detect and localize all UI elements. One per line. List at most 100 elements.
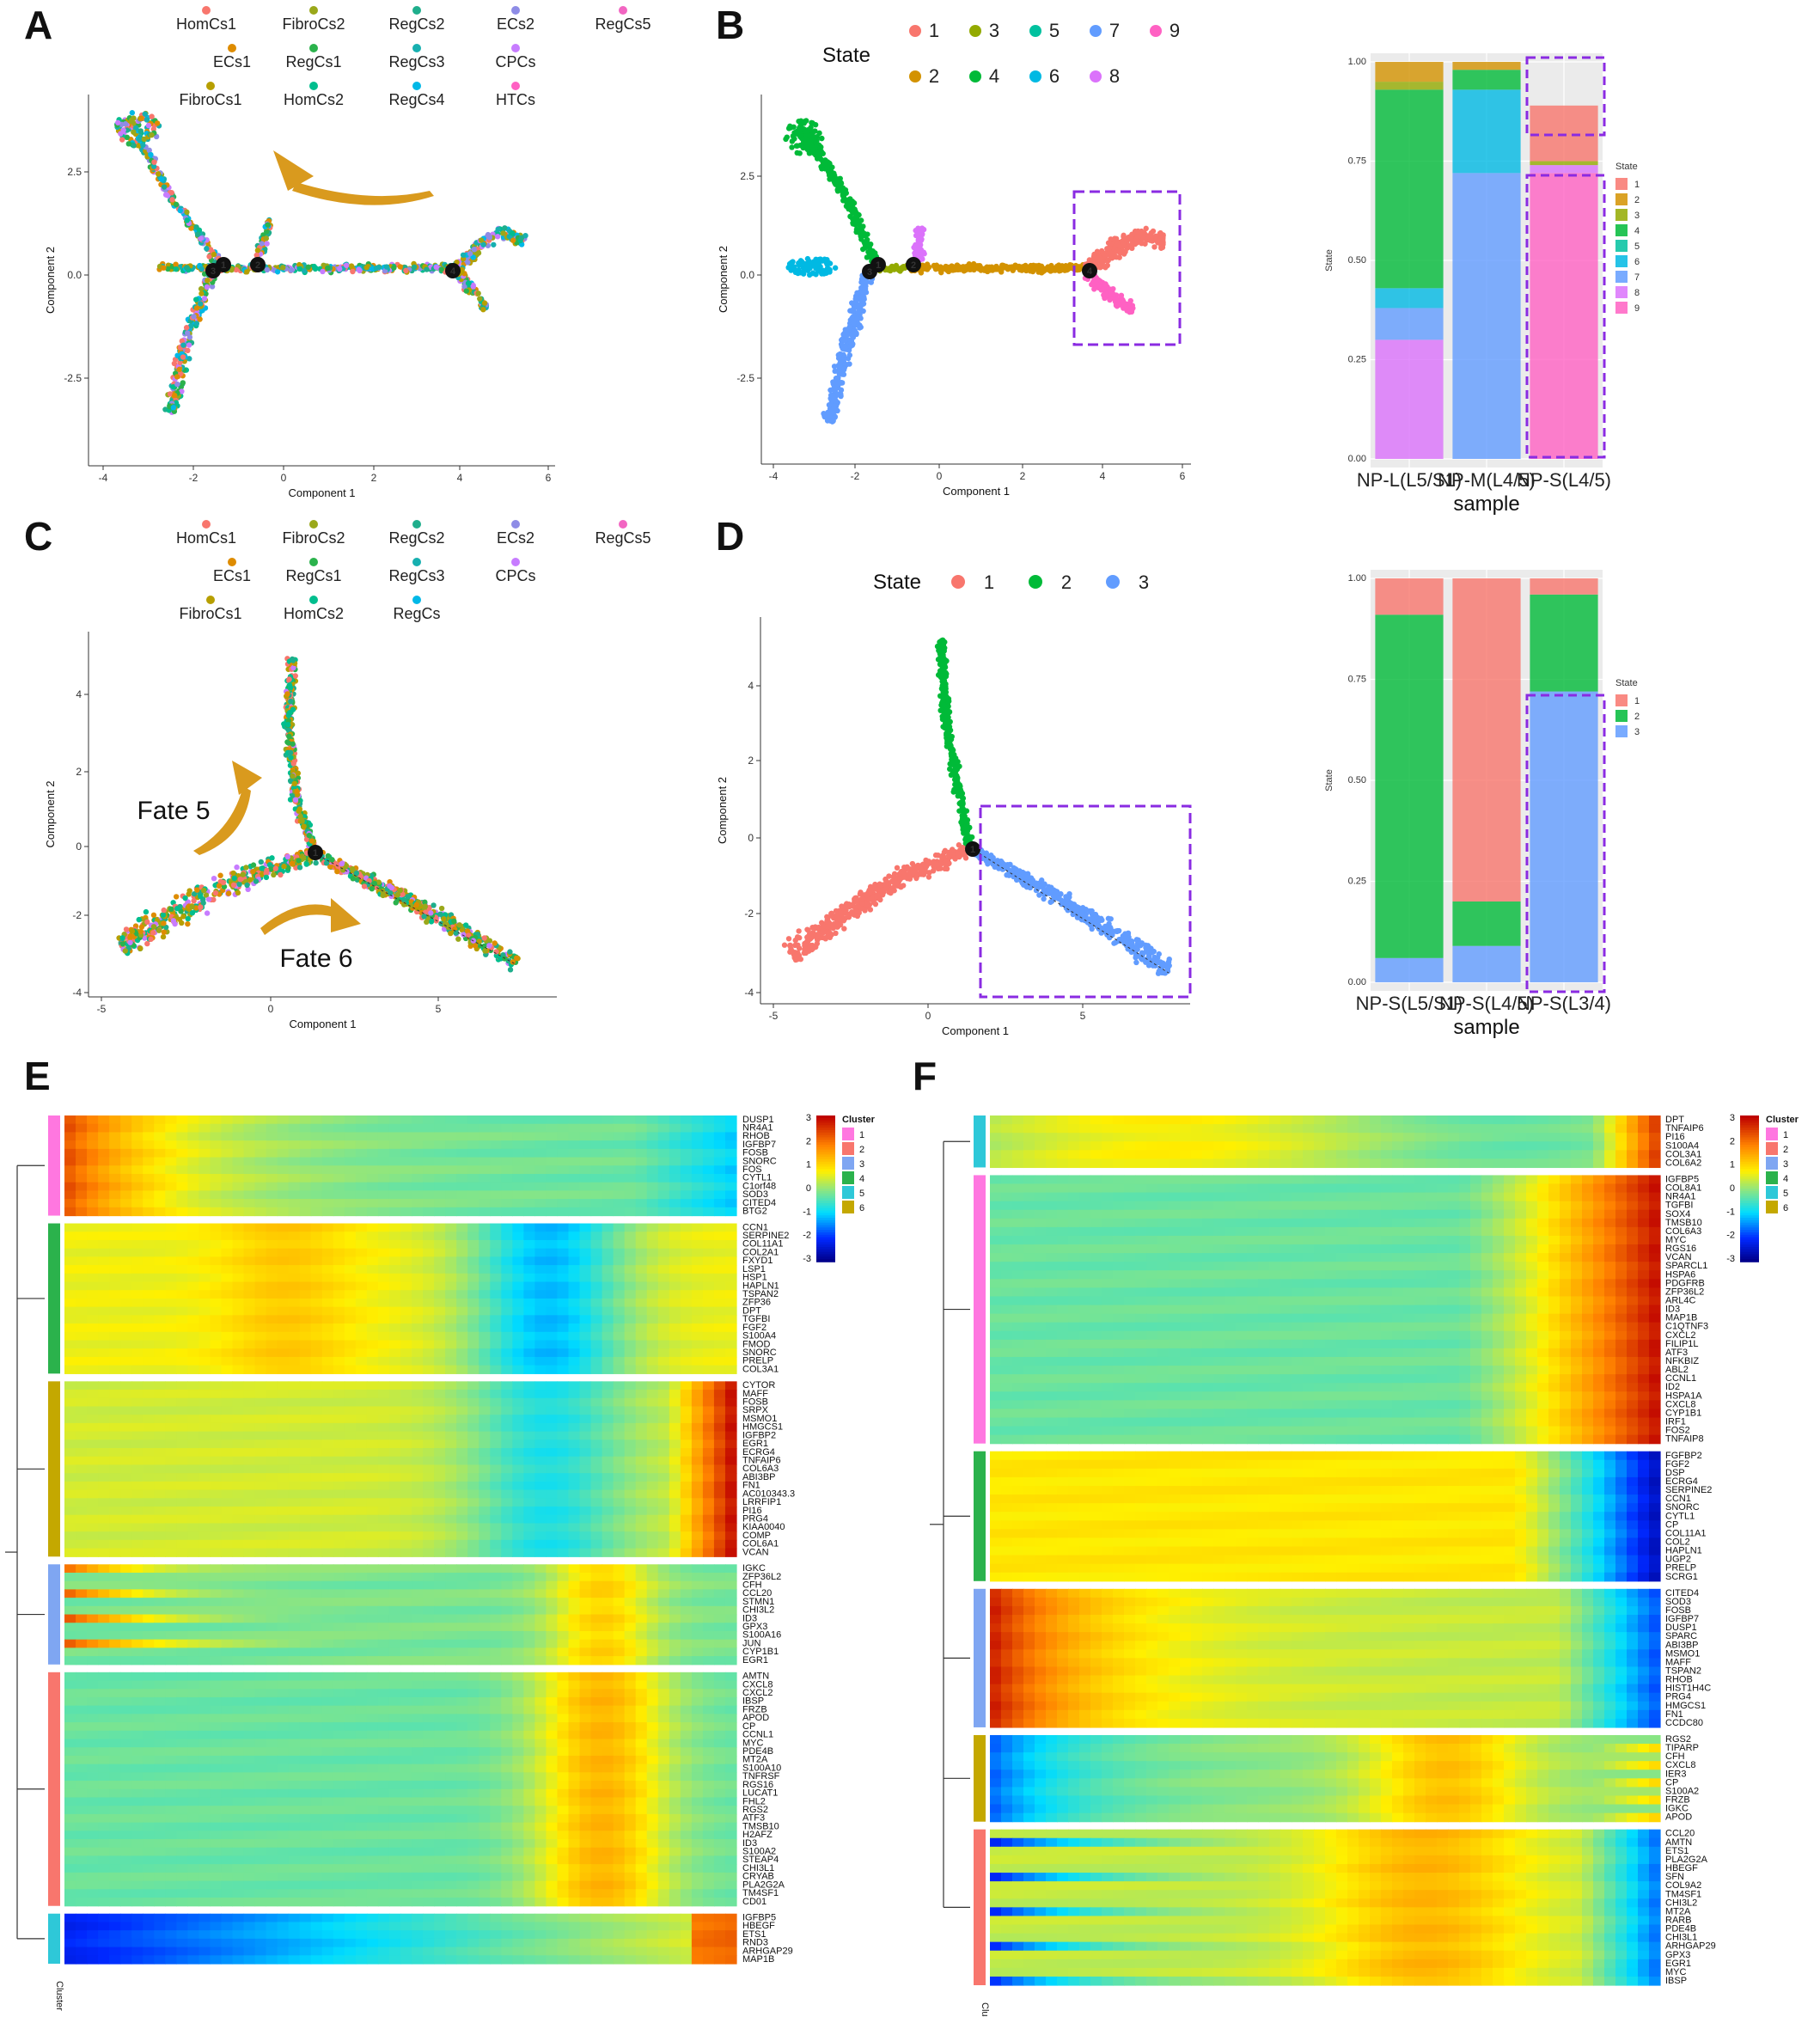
legend-label: 2 bbox=[1061, 571, 1072, 593]
data-point bbox=[963, 823, 968, 828]
data-point bbox=[304, 861, 309, 866]
panel-label-d: D bbox=[716, 514, 744, 559]
data-point bbox=[827, 162, 832, 167]
data-point bbox=[950, 761, 955, 766]
data-point bbox=[807, 140, 812, 145]
data-point bbox=[369, 886, 375, 891]
bar-segment bbox=[1452, 89, 1520, 173]
data-point bbox=[476, 250, 481, 255]
legend-label: 1 bbox=[984, 571, 994, 593]
data-point bbox=[137, 945, 143, 950]
bar-segment bbox=[1530, 162, 1597, 166]
data-point bbox=[891, 266, 896, 272]
data-point bbox=[1122, 249, 1127, 254]
data-point bbox=[785, 134, 790, 139]
legend-label: ECs2 bbox=[497, 15, 534, 33]
data-point bbox=[380, 893, 385, 898]
data-point bbox=[828, 418, 833, 423]
legend-key bbox=[1615, 193, 1628, 205]
data-point bbox=[1159, 234, 1164, 239]
data-point bbox=[911, 870, 916, 875]
data-point bbox=[403, 268, 408, 273]
legend-title: State bbox=[1615, 162, 1638, 172]
data-point bbox=[293, 673, 298, 678]
data-point bbox=[236, 882, 241, 887]
data-point bbox=[174, 382, 180, 387]
data-point bbox=[482, 300, 487, 305]
data-point bbox=[846, 361, 852, 366]
legend-key bbox=[1615, 302, 1628, 314]
data-point bbox=[265, 267, 270, 272]
data-point bbox=[180, 342, 186, 347]
data-point bbox=[851, 334, 856, 339]
data-point bbox=[795, 270, 800, 275]
legend-label: 1 bbox=[1634, 180, 1640, 190]
data-point bbox=[130, 929, 135, 934]
data-point bbox=[259, 859, 264, 865]
data-point bbox=[285, 740, 290, 745]
data-point bbox=[837, 351, 842, 357]
data-point bbox=[205, 284, 210, 290]
data-point bbox=[161, 934, 166, 939]
data-point bbox=[174, 374, 180, 379]
data-point bbox=[198, 286, 204, 291]
legend-key bbox=[202, 6, 211, 15]
data-point bbox=[325, 266, 330, 271]
data-point bbox=[191, 898, 196, 903]
x-tick-label: 5 bbox=[436, 1003, 442, 1015]
data-point bbox=[897, 268, 902, 273]
panel-label-e: E bbox=[24, 1054, 51, 1098]
data-point bbox=[475, 290, 480, 296]
data-point bbox=[155, 120, 160, 125]
data-point bbox=[230, 871, 235, 876]
data-point bbox=[461, 253, 466, 258]
data-point bbox=[852, 219, 858, 224]
bar-segment bbox=[1452, 62, 1520, 70]
data-point bbox=[1122, 933, 1127, 938]
data-point bbox=[834, 376, 839, 381]
data-point bbox=[467, 251, 473, 256]
legend-label: 3 bbox=[989, 20, 999, 41]
data-point bbox=[944, 674, 949, 679]
data-point bbox=[1122, 303, 1127, 308]
x-tick-label: -4 bbox=[769, 470, 779, 482]
data-point bbox=[815, 932, 820, 938]
legend-label: 7 bbox=[1634, 272, 1640, 283]
data-point bbox=[790, 138, 795, 144]
data-point bbox=[198, 266, 204, 272]
data-point bbox=[858, 325, 864, 330]
data-point bbox=[1116, 248, 1121, 254]
bar-segment bbox=[1452, 70, 1520, 89]
bar-segment bbox=[1530, 106, 1597, 162]
data-point bbox=[235, 890, 241, 895]
legend-key bbox=[412, 558, 421, 566]
y-axis-label: Component 2 bbox=[717, 246, 730, 313]
legend-key bbox=[309, 558, 318, 566]
data-point bbox=[1089, 908, 1094, 914]
y-tick-label: -2 bbox=[744, 908, 754, 920]
data-point bbox=[1108, 241, 1113, 246]
data-point bbox=[510, 238, 516, 243]
data-point bbox=[146, 123, 151, 128]
data-point bbox=[786, 125, 791, 131]
data-point bbox=[941, 693, 946, 698]
y-tick-label: 1.00 bbox=[1348, 57, 1366, 67]
data-point bbox=[198, 894, 203, 899]
y-tick-label: 0.75 bbox=[1348, 156, 1366, 167]
data-point bbox=[138, 116, 144, 121]
data-point bbox=[802, 120, 807, 125]
legend-key bbox=[309, 6, 318, 15]
data-point bbox=[143, 111, 148, 116]
data-point bbox=[786, 936, 791, 941]
data-point bbox=[169, 197, 174, 202]
data-point bbox=[821, 923, 826, 928]
data-point bbox=[953, 767, 958, 772]
data-point bbox=[888, 890, 893, 895]
data-point bbox=[1151, 229, 1156, 234]
data-point bbox=[464, 288, 469, 293]
legend-key bbox=[309, 520, 318, 529]
legend-key bbox=[909, 70, 921, 83]
legend-key bbox=[412, 44, 421, 52]
legend-label: 3 bbox=[1634, 211, 1640, 221]
data-point bbox=[150, 930, 156, 935]
